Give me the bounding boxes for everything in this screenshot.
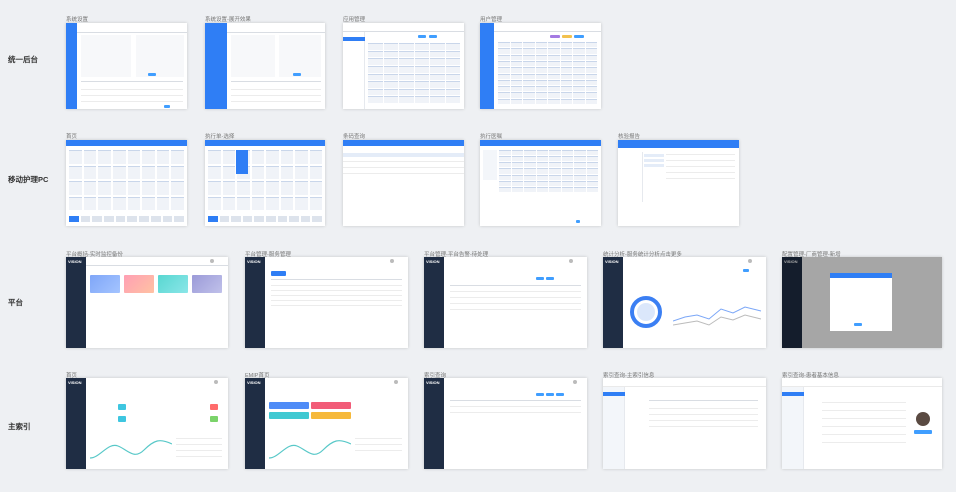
screen-caption: 执行医嘱 — [480, 134, 503, 140]
row-label-master-index: 主索引 — [8, 422, 31, 431]
screen-caption: 执行单-选择 — [205, 134, 235, 140]
screen-caption: 平台管理-服务管理 — [245, 252, 291, 258]
screen-thumbnail-vendor-add[interactable]: VISION — [782, 257, 942, 348]
screen-thumbnail-service-statistics[interactable]: VISION — [603, 257, 766, 348]
screen-caption: 平台管理-平台告警-待处理 — [424, 252, 489, 258]
screen-caption: 条码查询 — [343, 134, 366, 140]
screen-thumbnail-verify-report[interactable] — [618, 140, 739, 226]
screen-caption: 平台概括-实时监控备份 — [66, 252, 123, 258]
screen-thumbnail-execute-orders[interactable] — [480, 140, 601, 226]
line-chart-icon — [673, 306, 762, 326]
screen-caption: EMIP首页 — [245, 373, 270, 379]
screen-thumbnail-index-home[interactable]: VISION — [66, 378, 228, 469]
screen-thumbnail-app-management[interactable] — [343, 23, 464, 109]
row-label-unified-backend: 统一后台 — [8, 55, 38, 64]
patient-photo — [916, 412, 930, 426]
screen-caption: 统计分析-服务统计分析点击更多 — [603, 252, 682, 258]
screen-thumbnail-barcode-query[interactable] — [343, 140, 464, 226]
screen-caption: 索引查询-主索引信息 — [603, 373, 655, 379]
screen-caption: 首页 — [66, 373, 78, 379]
screen-caption: 系统设置 — [66, 17, 89, 23]
screen-thumbnail-patient-basic-info[interactable] — [782, 378, 942, 469]
screen-caption: 用户管理 — [480, 17, 503, 23]
screen-thumbnail-execution-select[interactable] — [205, 140, 325, 226]
screen-caption: 索引查询 — [424, 373, 447, 379]
screen-thumbnail-service-management[interactable]: VISION — [245, 257, 408, 348]
wave-chart-icon — [90, 440, 172, 459]
screen-caption: 配置管理-厂商管理-新增 — [782, 252, 841, 258]
row-label-mobile-nursing-pc: 移动护理PC — [8, 175, 49, 184]
screen-caption: 索引查询-患者基本信息 — [782, 373, 839, 379]
screen-caption: 首页 — [66, 134, 78, 140]
screen-thumbnail-master-index-info[interactable] — [603, 378, 766, 469]
screen-thumbnail-index-query[interactable]: VISION — [424, 378, 587, 469]
screen-thumbnail-emip-home[interactable]: VISION — [245, 378, 408, 469]
screen-thumbnail-user-management[interactable] — [480, 23, 601, 109]
screen-caption: 应用管理 — [343, 17, 366, 23]
screen-caption: 系统设置-展开效果 — [205, 17, 251, 23]
screen-caption: 核验报告 — [618, 134, 641, 140]
screen-thumbnail-platform-alarm[interactable]: VISION — [424, 257, 587, 348]
screen-thumbnail-system-settings[interactable] — [66, 23, 187, 109]
donut-chart-icon — [630, 296, 662, 328]
screen-thumbnail-platform-overview[interactable]: VISION — [66, 257, 228, 348]
row-label-platform: 平台 — [8, 298, 23, 307]
screen-thumbnail-system-settings-expanded[interactable] — [205, 23, 325, 109]
wave-chart-icon — [269, 440, 351, 459]
screen-thumbnail-mobile-home[interactable] — [66, 140, 187, 226]
